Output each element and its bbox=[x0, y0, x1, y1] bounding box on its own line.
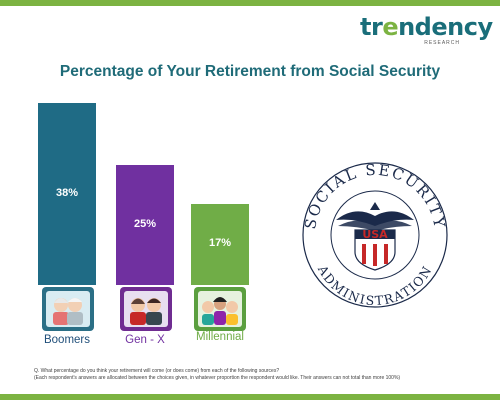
eagle-icon bbox=[336, 202, 414, 231]
seal-center-text: USA bbox=[362, 228, 388, 241]
value-label-gen-x: 25% bbox=[133, 218, 157, 231]
category-label-boomers: Boomers bbox=[43, 334, 91, 346]
trendency-logo: trendency RESEARCH bbox=[360, 13, 493, 50]
category-label-gen-x: Gen - X bbox=[125, 334, 165, 346]
footnote-note: (Each respondent's answers are allocated… bbox=[34, 374, 401, 381]
bottom-accent-bar bbox=[0, 394, 500, 400]
category-label-millennial: Millennial bbox=[196, 331, 244, 343]
social-security-seal: SOCIAL SECURITY ADMINISTRATION USA bbox=[301, 161, 448, 308]
value-label-millennial: 17% bbox=[208, 237, 232, 250]
footnote: Q. What percentage do you think your ret… bbox=[34, 368, 474, 381]
boomers-people-icon bbox=[42, 287, 94, 331]
genx-people-icon bbox=[120, 287, 172, 331]
footnote-question: Q. What percentage do you think your ret… bbox=[34, 368, 280, 374]
logo-wordmark: trendency bbox=[360, 13, 493, 41]
bar-millennial bbox=[191, 203, 249, 285]
top-accent-bar bbox=[0, 0, 500, 6]
value-label-boomers: 38% bbox=[55, 187, 79, 199]
logo-subtitle: RESEARCH bbox=[424, 40, 460, 46]
millennial-people-icon bbox=[194, 287, 246, 331]
bar-boomers bbox=[38, 103, 96, 285]
chart-title: Percentage of Your Retirement from Socia… bbox=[59, 63, 441, 80]
bar-gen-x bbox=[116, 165, 174, 285]
